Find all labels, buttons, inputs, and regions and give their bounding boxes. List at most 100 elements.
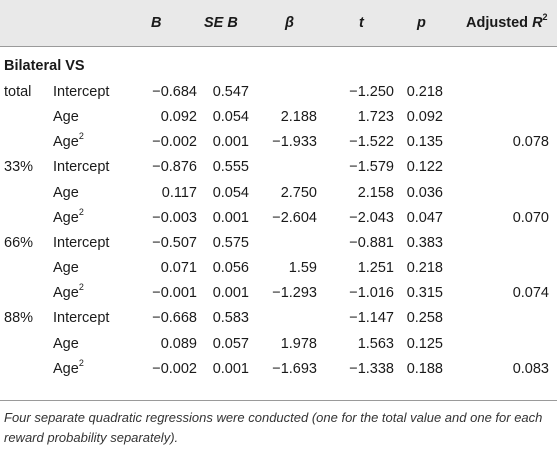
- cell-t: −0.881: [349, 234, 394, 251]
- term-superscript: 2: [78, 206, 84, 217]
- cell-t: 2.158: [357, 184, 394, 201]
- cell-term: Intercept: [53, 309, 109, 327]
- term-label: Age: [53, 109, 79, 126]
- cell-adj-r2: 0.074: [512, 285, 549, 302]
- cell-se-b: 0.575: [212, 234, 249, 251]
- term-superscript: 2: [78, 357, 84, 368]
- cell-t: −1.338: [349, 360, 394, 377]
- cell-p: 0.122: [406, 159, 443, 176]
- table-footnote: Four separate quadratic regressions were…: [4, 410, 543, 445]
- term-label: Age: [53, 360, 79, 377]
- table-header-background: [0, 0, 557, 46]
- header-b: B: [151, 15, 162, 31]
- cell-p: 0.125: [406, 335, 443, 352]
- cell-term: Age2: [53, 131, 84, 151]
- term-label: Age: [53, 209, 79, 226]
- term-label: Age: [53, 260, 79, 277]
- cell-term: Age2: [53, 206, 84, 227]
- cell-beta: −1.933: [272, 134, 317, 151]
- cell-p: 0.218: [406, 84, 443, 100]
- cell-term: Age2: [53, 282, 84, 302]
- table-bottom-rule: [0, 400, 557, 401]
- cell-se-b: 0.001: [212, 360, 249, 377]
- cell-t: −1.522: [349, 134, 394, 151]
- cell-term: Age: [53, 335, 79, 353]
- cell-term: Age: [53, 184, 79, 202]
- cell-se-b: 0.555: [212, 159, 249, 176]
- header-se-b: SE B: [204, 15, 238, 31]
- cell-p: 0.092: [406, 109, 443, 126]
- cell-beta: 2.750: [280, 184, 317, 201]
- cell-p: 0.135: [406, 134, 443, 151]
- cell-group: 88%: [4, 310, 34, 327]
- cell-beta: −2.604: [272, 209, 317, 226]
- cell-group: total: [4, 84, 32, 100]
- cell-se-b: 0.054: [212, 184, 249, 201]
- cell-t: −1.147: [349, 310, 394, 327]
- cell-b: −0.002: [152, 134, 197, 151]
- cell-b: −0.876: [152, 159, 197, 176]
- cell-b: 0.071: [160, 260, 197, 277]
- cell-p: 0.036: [406, 184, 443, 201]
- cell-term: Age: [53, 108, 79, 126]
- cell-beta: 2.188: [280, 109, 317, 126]
- header-divider: [0, 46, 557, 47]
- cell-se-b: 0.001: [212, 134, 249, 151]
- header-p: p: [417, 15, 426, 31]
- cell-beta: 1.978: [280, 335, 317, 352]
- cell-b: −0.001: [152, 285, 197, 302]
- cell-term: Age2: [53, 357, 84, 378]
- cell-adj-r2: 0.070: [512, 209, 549, 226]
- cell-b: −0.507: [152, 234, 197, 251]
- cell-se-b: 0.054: [212, 109, 249, 126]
- cell-se-b: 0.583: [212, 310, 249, 327]
- cell-group: 66%: [4, 234, 34, 251]
- cell-t: −1.579: [349, 159, 394, 176]
- cell-se-b: 0.057: [212, 335, 249, 352]
- cell-b: −0.668: [152, 310, 197, 327]
- section-title: Bilateral VS: [4, 58, 85, 74]
- term-label: Intercept: [53, 159, 110, 176]
- header-r-sup: 2: [542, 12, 548, 23]
- cell-p: 0.258: [406, 310, 443, 327]
- cell-se-b: 0.547: [212, 84, 249, 100]
- cell-t: −1.250: [349, 84, 394, 100]
- cell-term: Intercept: [53, 83, 109, 101]
- term-superscript: 2: [78, 131, 84, 142]
- cell-se-b: 0.001: [212, 209, 249, 226]
- cell-t: −2.043: [349, 209, 394, 226]
- cell-group: 33%: [4, 159, 34, 176]
- cell-se-b: 0.056: [212, 260, 249, 277]
- cell-b: −0.684: [152, 84, 197, 100]
- cell-p: 0.188: [406, 360, 443, 377]
- term-label: Age: [53, 134, 79, 151]
- term-label: Intercept: [53, 84, 110, 100]
- cell-term: Age: [53, 259, 79, 277]
- cell-beta: −1.293: [272, 285, 317, 302]
- term-label: Age: [53, 335, 79, 352]
- term-superscript: 2: [78, 282, 84, 293]
- cell-b: −0.002: [152, 360, 197, 377]
- cell-t: 1.251: [357, 260, 394, 277]
- header-beta: β: [285, 15, 294, 31]
- cell-p: 0.218: [406, 260, 443, 277]
- cell-p: 0.315: [406, 285, 443, 302]
- cell-beta: 1.59: [288, 260, 317, 277]
- cell-adj-r2: 0.078: [512, 134, 549, 151]
- cell-b: 0.092: [160, 109, 197, 126]
- header-r-var: R: [532, 15, 543, 31]
- cell-b: −0.003: [152, 209, 197, 226]
- cell-p: 0.047: [406, 209, 443, 226]
- term-label: Intercept: [53, 234, 110, 251]
- cell-p: 0.383: [406, 234, 443, 251]
- header-t: t: [359, 15, 364, 31]
- cell-beta: −1.693: [272, 360, 317, 377]
- cell-t: −1.016: [349, 285, 394, 302]
- cell-t: 1.563: [357, 335, 394, 352]
- section-background: [0, 46, 557, 82]
- cell-se-b: 0.001: [212, 285, 249, 302]
- term-label: Age: [53, 184, 79, 201]
- cell-adj-r2: 0.083: [512, 360, 549, 377]
- cell-b: 0.117: [161, 184, 197, 201]
- cell-term: Intercept: [53, 158, 109, 176]
